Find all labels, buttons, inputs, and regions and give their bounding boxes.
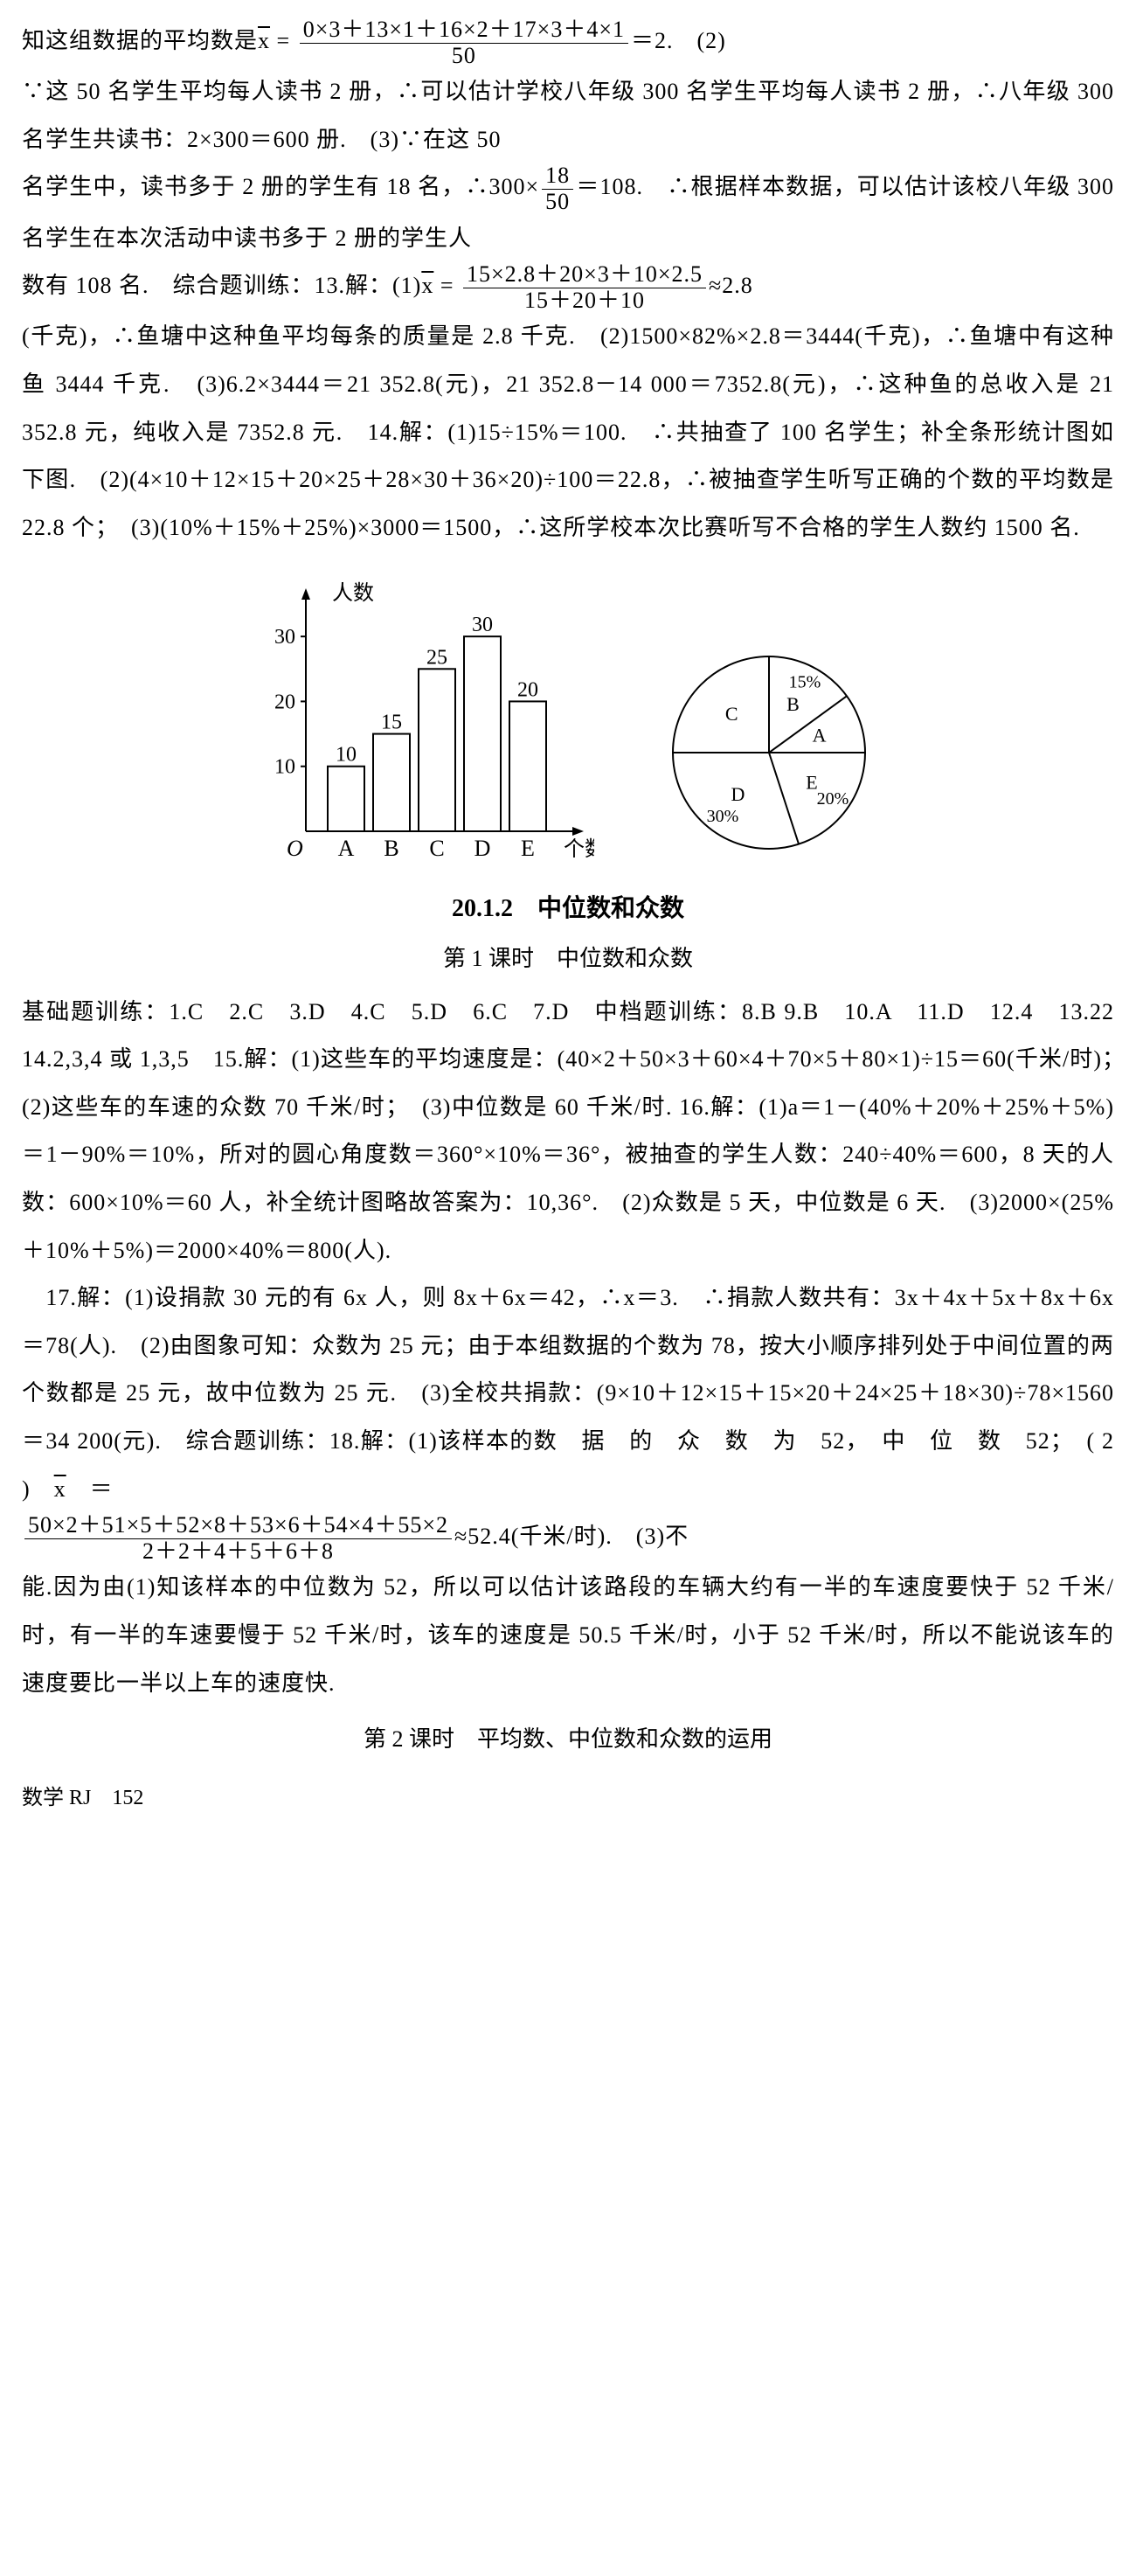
svg-text:D: D (474, 836, 491, 861)
figures-row: 102030人数10A15B25C30D20EO个数 B15%AE20%D30%… (22, 560, 1114, 875)
svg-text:20%: 20% (817, 789, 849, 809)
answers-frac-line: 50×2＋51×5＋52×8＋53×6＋54×4＋55×2 2＋2＋4＋5＋6＋… (22, 1513, 1114, 1564)
section-title: 20.1.2 中位数和众数 (22, 884, 1114, 935)
answers-block-3: 能.因为由(1)知该样本的中位数为 52，所以可以估计该路段的车辆大约有一半的车… (22, 1564, 1114, 1707)
svg-text:20: 20 (517, 679, 538, 702)
section-sub: 第 1 课时 中位数和众数 (22, 935, 1114, 983)
svg-text:B: B (384, 836, 398, 861)
svg-text:D: D (731, 783, 745, 805)
var-x: x (54, 1476, 66, 1502)
intro-frac: 0×3＋13×1＋16×2＋17×3＋4×1 50 (300, 17, 628, 68)
svg-text:C: C (429, 836, 444, 861)
pie-chart: B15%AE20%D30%C (647, 630, 891, 875)
para3: 数有 108 名. 综合题训练：13.解：(1)x = 15×2.8＋20×3＋… (22, 262, 1114, 313)
svg-text:30%: 30% (707, 807, 739, 826)
svg-text:人数: 人数 (332, 581, 374, 605)
svg-text:个数: 个数 (564, 837, 594, 861)
para1: ∵这 50 名学生平均每人读书 2 册，∴可以估计学校八年级 300 名学生平均… (22, 68, 1114, 163)
section2-title: 第 2 课时 平均数、中位数和众数的运用 (22, 1716, 1114, 1764)
para4: (千克)，∴鱼塘中这种鱼平均每条的质量是 2.8 千克. (2)1500×82%… (22, 313, 1114, 552)
svg-text:O: O (287, 836, 303, 861)
svg-text:15: 15 (381, 712, 402, 734)
svg-text:30: 30 (472, 614, 493, 636)
var-x: x (258, 28, 270, 53)
svg-text:20: 20 (274, 691, 295, 714)
svg-text:25: 25 (426, 647, 447, 670)
frac-speed: 50×2＋51×5＋52×8＋53×6＋54×4＋55×2 2＋2＋4＋5＋6＋… (24, 1513, 452, 1564)
svg-text:B: B (786, 693, 800, 715)
intro-pre: 知这组数据的平均数是 (22, 28, 258, 53)
svg-text:15%: 15% (789, 673, 821, 692)
svg-text:A: A (813, 725, 827, 746)
frac-fish: 15×2.8＋20×3＋10×2.5 15＋20＋10 (463, 262, 706, 313)
svg-text:A: A (338, 836, 355, 861)
para2: 名学生中，读书多于 2 册的学生有 18 名，∴300× 18 50 ＝108.… (22, 163, 1114, 262)
page-footer: 数学 RJ 152 (22, 1776, 1114, 1820)
var-x: x (421, 273, 433, 298)
answers-block-2: 17.解：(1)设捐款 30 元的有 6x 人，则 8x＋6x＝42，∴x＝3.… (22, 1274, 1114, 1513)
intro-line: 知这组数据的平均数是x = 0×3＋13×1＋16×2＋17×3＋4×1 50 … (22, 17, 1114, 68)
svg-text:10: 10 (274, 756, 295, 779)
svg-text:10: 10 (336, 744, 357, 767)
svg-text:C: C (725, 704, 738, 726)
answers-block-1: 基础题训练：1.C 2.C 3.D 4.C 5.D 6.C 7.D 中档题训练：… (22, 989, 1114, 1275)
svg-text:E: E (521, 836, 535, 861)
intro-post: ＝2. (2) (631, 28, 726, 53)
frac-18-50: 18 50 (542, 163, 573, 214)
bar-chart: 10 20 30 人数 10 A 15 B 25 C 30 D 20 E O 个数 (245, 560, 594, 875)
svg-text:30: 30 (274, 626, 295, 649)
